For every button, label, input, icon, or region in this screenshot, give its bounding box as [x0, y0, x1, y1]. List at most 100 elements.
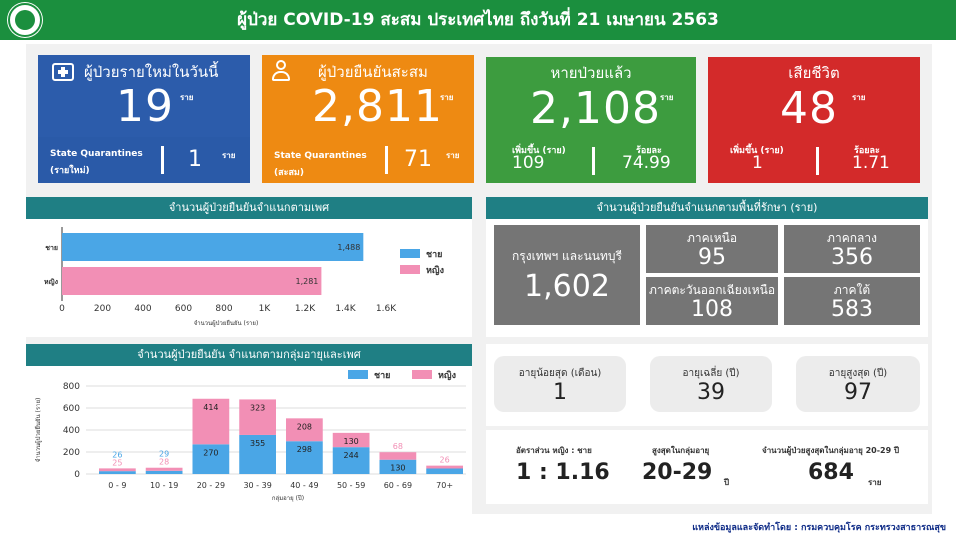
- age-bar-female: [379, 452, 417, 460]
- age-stats-panel: อายุน้อยสุด (เดือน) 1 อายุเฉลี่ย (ปี) 39…: [486, 344, 928, 426]
- mean-label: อายุเฉลี่ย (ปี): [682, 368, 740, 379]
- age-bar-female: [332, 432, 370, 448]
- x-tick-label: 1.2K: [295, 304, 316, 314]
- age-bar-female: [426, 465, 463, 469]
- y-tick-label: 800: [63, 382, 80, 392]
- quarantine-value: 1: [188, 147, 202, 172]
- region-tile-north: ภาคเหนือ 95: [646, 225, 778, 273]
- age-bar-male: [239, 434, 276, 474]
- page-title: ผู้ป่วย COVID-19 สะสม ประเทศไทย ถึงวันที…: [237, 10, 719, 30]
- quarantine-sublabel: (รายใหม่): [50, 166, 90, 176]
- peak-age-unit: ปี: [724, 478, 730, 487]
- female-data-label: 208: [297, 422, 312, 431]
- oldest-label: อายุสูงสุด (ปี): [828, 368, 888, 379]
- oldest-value: 97: [844, 380, 872, 405]
- gender-bar-chart: ชาย 1,488 หญิง 1,281 0 200 400 600 800 1K 1.2K 1.4K…: [44, 227, 444, 327]
- youngest-value: 1: [553, 380, 567, 405]
- region-name: กรุงเทพฯ และนนทบุรี: [512, 249, 622, 263]
- x-tick-label: 60 - 69: [384, 481, 412, 490]
- gender-panel: จำนวนผู้ป่วยยืนยันจำแนกตามเพศ ชาย 1,488 หญ…: [26, 197, 472, 337]
- cumulative-unit: ราย: [440, 93, 454, 102]
- deaths-title: เสียชีวิต: [788, 64, 840, 82]
- divider: [161, 146, 164, 174]
- cumulative-value: 2,811: [312, 81, 443, 132]
- new-cases-card: ผู้ป่วยรายใหม่ในวันนี้ 19 ราย State Quar…: [38, 55, 250, 183]
- region-panel: จำนวนผู้ป่วยยืนยันจำแนกตามพื้นที่รักษา (…: [486, 197, 928, 337]
- male-data-label: 298: [297, 445, 312, 454]
- recovered-title: หายป่วยแล้ว: [550, 64, 632, 82]
- legend-swatch-female: [400, 265, 420, 274]
- new-cases-quarantine-band: [38, 137, 250, 183]
- region-name: ภาคตะวันออกเฉียงเหนือ: [648, 283, 776, 297]
- y-axis-title: จำนวนผู้ป่วยยืนยัน (ราย): [34, 398, 42, 463]
- recovered-increase-label: เพิ่มขึ้น (ราย): [512, 146, 566, 156]
- region-value: 95: [698, 245, 726, 270]
- y-tick-label: 200: [63, 448, 80, 458]
- gender-bar: [62, 267, 322, 295]
- gender-category-label: หญิง: [44, 278, 59, 286]
- new-cases-title: ผู้ป่วยรายใหม่ในวันนี้: [84, 63, 219, 81]
- deaths-percent-label: ร้อยละ: [854, 146, 880, 156]
- x-tick-label: 40 - 49: [290, 481, 318, 490]
- x-tick-label: 200: [94, 304, 111, 314]
- legend-label-male: ชาย: [374, 371, 390, 381]
- region-panel-title: จำนวนผู้ป่วยยืนยันจำแนกตามพื้นที่รักษา (…: [486, 197, 928, 219]
- deaths-unit: ราย: [852, 93, 866, 102]
- age-bar-male: [192, 444, 230, 474]
- female-data-label: 414: [203, 403, 218, 412]
- quarantine-label: State Quarantines: [50, 149, 143, 159]
- region-tile-northeast: ภาคตะวันออกเฉียงเหนือ 108: [646, 277, 778, 325]
- age-bar-male: [426, 468, 463, 474]
- x-tick-label: 800: [215, 304, 232, 314]
- age-bar-male: [99, 471, 136, 474]
- region-tile-central: ภาคกลาง 356: [784, 225, 920, 273]
- x-axis-title: กลุ่มอายุ (ปี): [272, 494, 304, 502]
- quarantine-label: State Quarantines: [274, 151, 367, 161]
- age-panel-title: จำนวนผู้ป่วยยืนยัน จำแนกตามกลุ่มอายุและเ…: [26, 344, 472, 366]
- x-tick-label: 600: [175, 304, 192, 314]
- oldest-age-box: อายุสูงสุด (ปี) 97: [796, 356, 920, 412]
- region-value: 356: [831, 245, 873, 270]
- female-data-label: 68: [393, 442, 403, 451]
- quarantine-unit: ราย: [446, 151, 460, 160]
- recovered-percent-value: 74.99: [622, 153, 671, 173]
- male-data-label: 355: [250, 439, 265, 448]
- gender-bar: [62, 233, 364, 261]
- y-tick-label: 400: [63, 426, 80, 436]
- age-bar-male: [286, 441, 323, 474]
- divider: [385, 146, 388, 174]
- ratio-stats-panel: อัตราส่วน หญิง : ชาย 1 : 1.16 สูงสุดในกล…: [486, 430, 928, 504]
- ratio-value: 1 : 1.16: [516, 460, 610, 485]
- legend-swatch-male: [348, 370, 368, 379]
- medical-kit-icon: [52, 63, 74, 81]
- recovered-increase-value: 109: [512, 153, 545, 173]
- deaths-increase-value: 1: [752, 153, 763, 173]
- x-tick-label: 10 - 19: [150, 481, 178, 490]
- recovered-value: 2,108: [530, 83, 661, 134]
- age-bar-female: [192, 398, 230, 445]
- header-bar: [0, 0, 956, 40]
- quarantine-sublabel: (สะสม): [274, 168, 304, 178]
- region-tile-south: ภาคใต้ 583: [784, 277, 920, 325]
- person-icon: [270, 60, 292, 82]
- region-value: 583: [831, 297, 873, 322]
- legend-swatch-male: [400, 249, 420, 258]
- cumulative-title: ผู้ป่วยยืนยันสะสม: [318, 63, 428, 81]
- new-cases-value: 19: [116, 81, 174, 132]
- region-name: ภาคเหนือ: [686, 231, 738, 245]
- region-value: 108: [691, 297, 733, 322]
- youngest-age-box: อายุน้อยสุด (เดือน) 1: [494, 356, 626, 412]
- divider: [592, 147, 595, 175]
- legend-label-female: หญิง: [438, 370, 456, 381]
- quarantine-unit: ราย: [222, 151, 236, 160]
- quarantine-value: 71: [404, 147, 432, 172]
- recovered-percent-label: ร้อยละ: [636, 146, 662, 156]
- female-data-label: 26: [440, 456, 450, 465]
- gender-data-label: 1,281: [295, 277, 318, 286]
- deaths-increase-label: เพิ่มขึ้น (ราย): [730, 146, 784, 156]
- region-name: ภาคใต้: [833, 283, 871, 297]
- x-tick-label: 30 - 39: [243, 481, 271, 490]
- peak-count-label: จำนวนผู้ป่วยสูงสุดในกลุ่มอายุ 20-29 ปี: [762, 446, 900, 455]
- male-data-label: 244: [343, 451, 358, 460]
